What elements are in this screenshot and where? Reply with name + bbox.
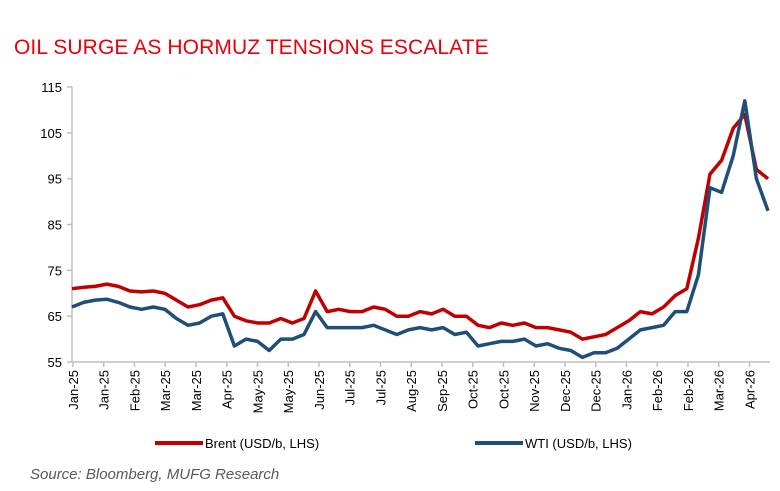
series-line-wti bbox=[71, 99, 770, 360]
y-tick-label: 95 bbox=[48, 172, 62, 187]
y-tick-label: 75 bbox=[48, 263, 62, 278]
legend-label-brent: Brent (USD/b, LHS) bbox=[205, 436, 319, 451]
x-tick-label: Apr-26 bbox=[742, 370, 757, 409]
x-tick-label: Dec-25 bbox=[589, 370, 604, 412]
x-tick-label: Jan-25 bbox=[66, 370, 81, 410]
x-tick-label: Apr-25 bbox=[220, 370, 235, 409]
x-tick-label: Feb-26 bbox=[681, 370, 696, 411]
x-tick-label: Nov-25 bbox=[527, 370, 542, 412]
x-tick-label: Mar-25 bbox=[158, 370, 173, 411]
x-tick-label: Jan-26 bbox=[619, 370, 634, 410]
y-tick-label: 105 bbox=[40, 126, 62, 141]
chart-title: OIL SURGE AS HORMUZ TENSIONS ESCALATE bbox=[14, 36, 489, 59]
x-tick-label: Jan-25 bbox=[97, 370, 112, 410]
x-tick-label: Mar-26 bbox=[712, 370, 727, 411]
x-tick-label: Aug-25 bbox=[404, 370, 419, 412]
y-tick-label: 65 bbox=[48, 309, 62, 324]
source-note: Source: Bloomberg, MUFG Research bbox=[30, 466, 280, 483]
x-tick-label: Mar-25 bbox=[189, 370, 204, 411]
x-tick-label: Feb-25 bbox=[127, 370, 142, 411]
y-tick-label: 115 bbox=[41, 80, 62, 95]
x-tick-label: Jul-25 bbox=[373, 370, 388, 405]
y-tick-label: 85 bbox=[48, 218, 62, 233]
series-line-brent bbox=[71, 112, 770, 341]
x-tick-label: May-25 bbox=[281, 370, 296, 413]
x-tick-label: Oct-25 bbox=[496, 370, 511, 409]
x-tick-label: Sep-25 bbox=[435, 370, 450, 412]
x-tick-label: Jun-25 bbox=[312, 370, 327, 410]
x-tick-label: Oct-25 bbox=[466, 370, 481, 409]
x-tick-label: May-25 bbox=[250, 370, 265, 413]
x-tick-label: Feb-26 bbox=[650, 370, 665, 411]
x-tick-label: Dec-25 bbox=[558, 370, 573, 412]
x-tick-label: Jul-25 bbox=[343, 370, 358, 405]
y-tick-label: 55 bbox=[48, 355, 62, 370]
legend-label-wti: WTI (USD/b, LHS) bbox=[525, 436, 632, 451]
